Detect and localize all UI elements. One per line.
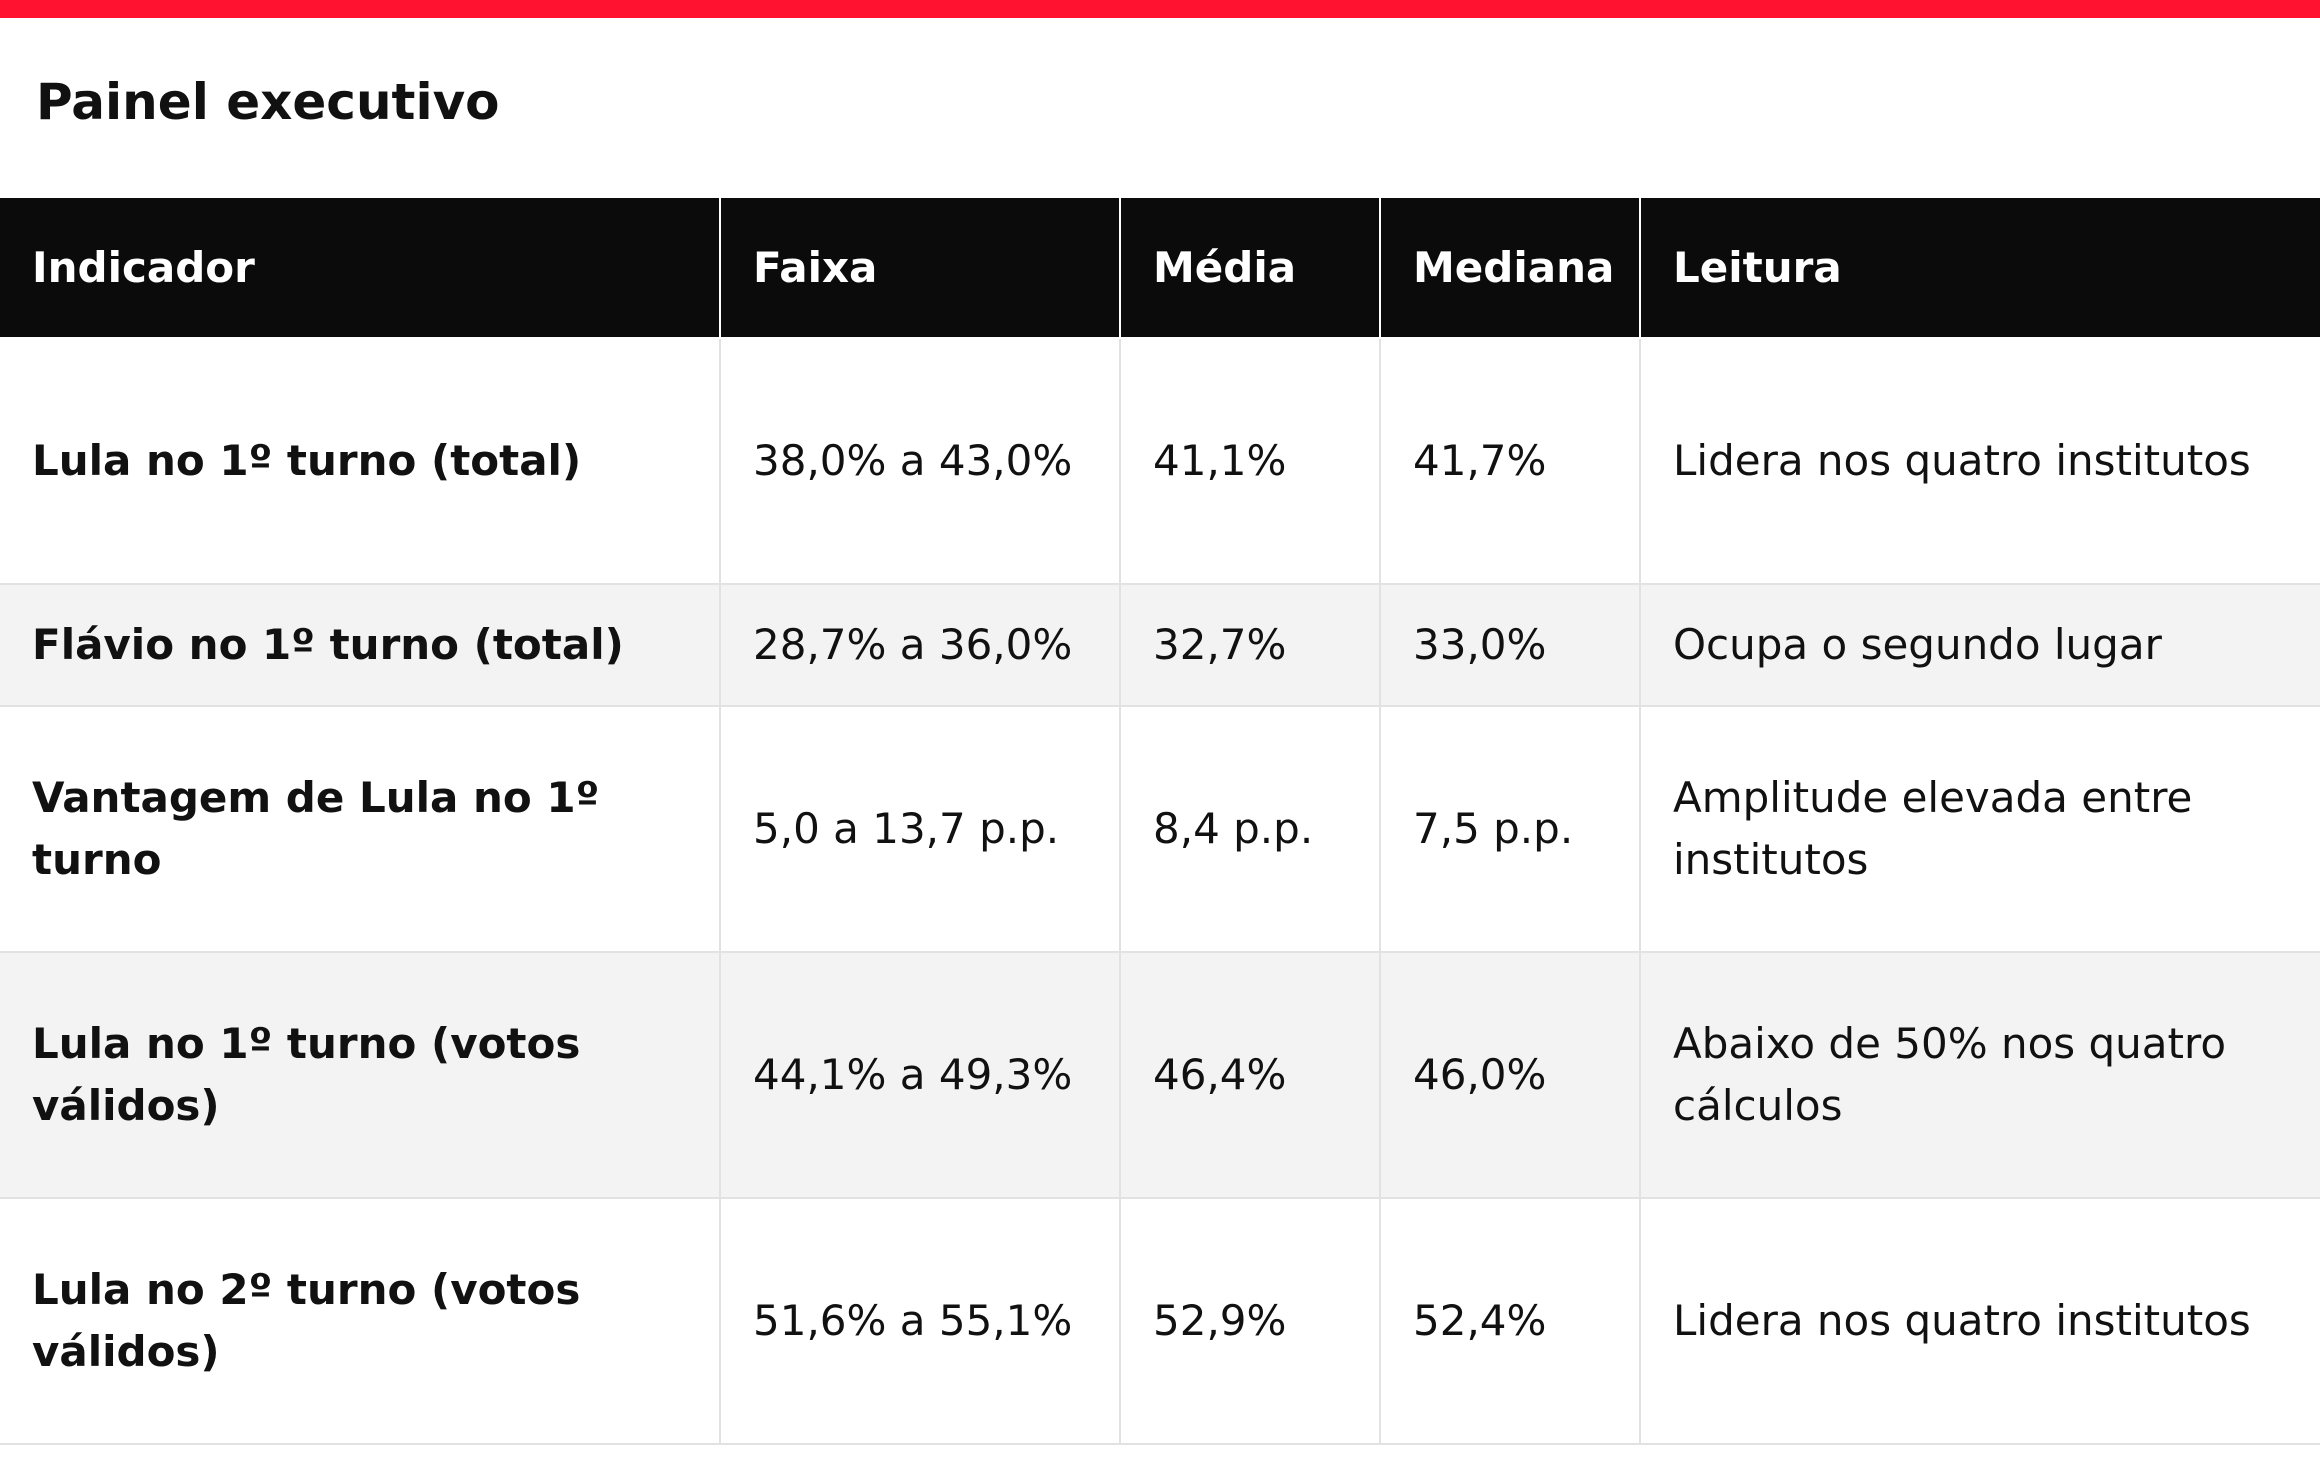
column-header-media: Média <box>1119 198 1381 339</box>
cell-indicador: Lula no 1º turno (total) <box>0 337 721 585</box>
cell-indicador: Lula no 2º turno (votos válidos) <box>0 1197 721 1445</box>
table-row: Lula no 1º turno (total) 38,0% a 43,0% 4… <box>0 337 2320 585</box>
cell-media: 52,9% <box>1119 1197 1381 1445</box>
cell-leitura: Ocupa o segundo lugar <box>1639 583 2320 707</box>
column-header-leitura: Leitura <box>1639 198 2320 339</box>
table-row: Vantagem de Lula no 1º turno 5,0 a 13,7 … <box>0 705 2320 953</box>
cell-mediana: 52,4% <box>1379 1197 1641 1445</box>
cell-mediana: 46,0% <box>1379 951 1641 1199</box>
column-header-mediana: Mediana <box>1379 198 1641 339</box>
table-row: Flávio no 1º turno (total) 28,7% a 36,0%… <box>0 583 2320 707</box>
cell-leitura: Abaixo de 50% nos quatro cálculos <box>1639 951 2320 1199</box>
cell-leitura: Lidera nos quatro institutos <box>1639 1197 2320 1445</box>
cell-media: 32,7% <box>1119 583 1381 707</box>
cell-mediana: 41,7% <box>1379 337 1641 585</box>
cell-mediana: 7,5 p.p. <box>1379 705 1641 953</box>
cell-media: 8,4 p.p. <box>1119 705 1381 953</box>
cell-faixa: 38,0% a 43,0% <box>719 337 1121 585</box>
cell-faixa: 28,7% a 36,0% <box>719 583 1121 707</box>
cell-leitura: Amplitude elevada entre institutos <box>1639 705 2320 953</box>
column-header-indicador: Indicador <box>0 198 721 339</box>
accent-bar <box>0 0 2320 18</box>
cell-indicador: Vantagem de Lula no 1º turno <box>0 705 721 953</box>
page-title: Painel executivo <box>36 73 500 131</box>
executive-table: Indicador Faixa Média Mediana Leitura Lu… <box>0 198 2320 1445</box>
cell-indicador: Lula no 1º turno (votos válidos) <box>0 951 721 1199</box>
cell-faixa: 5,0 a 13,7 p.p. <box>719 705 1121 953</box>
cell-indicador: Flávio no 1º turno (total) <box>0 583 721 707</box>
cell-faixa: 51,6% a 55,1% <box>719 1197 1121 1445</box>
cell-leitura: Lidera nos quatro institutos <box>1639 337 2320 585</box>
cell-media: 41,1% <box>1119 337 1381 585</box>
table-header-row: Indicador Faixa Média Mediana Leitura <box>0 198 2320 339</box>
table-row: Lula no 2º turno (votos válidos) 51,6% a… <box>0 1197 2320 1445</box>
table-row: Lula no 1º turno (votos válidos) 44,1% a… <box>0 951 2320 1199</box>
column-header-faixa: Faixa <box>719 198 1121 339</box>
cell-mediana: 33,0% <box>1379 583 1641 707</box>
cell-faixa: 44,1% a 49,3% <box>719 951 1121 1199</box>
cell-media: 46,4% <box>1119 951 1381 1199</box>
